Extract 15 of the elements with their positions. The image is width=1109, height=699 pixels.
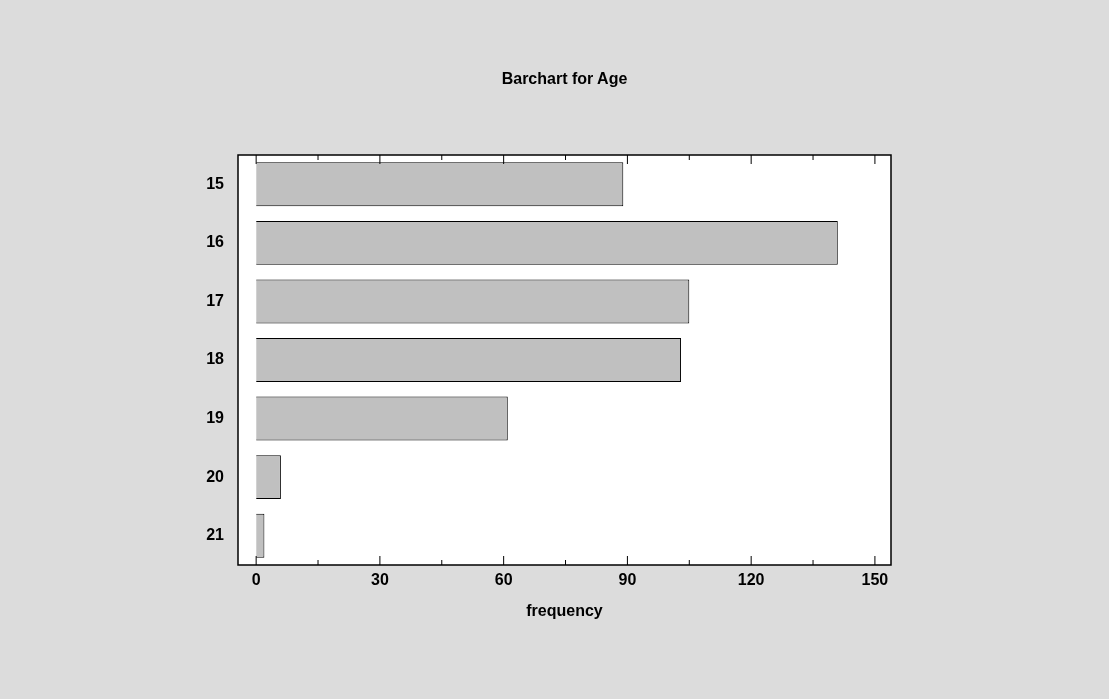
y-tick-label: 17 bbox=[206, 291, 225, 309]
x-tick-label: 0 bbox=[251, 571, 261, 589]
x-tick-label: 30 bbox=[371, 571, 389, 589]
x-tick-label: 90 bbox=[618, 571, 637, 589]
y-tick-label: 21 bbox=[206, 526, 225, 544]
chart-title: Barchart for Age bbox=[501, 70, 628, 88]
x-tick-label: 150 bbox=[861, 571, 889, 589]
y-tick-label: 19 bbox=[206, 408, 225, 426]
x-tick-label: 60 bbox=[494, 571, 513, 589]
y-tick-label: 16 bbox=[206, 233, 225, 251]
y-tick-label: 15 bbox=[206, 174, 225, 192]
x-tick-label: 120 bbox=[737, 571, 765, 589]
y-tick-label: 20 bbox=[206, 467, 225, 485]
y-tick-label: 18 bbox=[206, 350, 225, 368]
x-axis-title: frequency bbox=[526, 601, 603, 619]
